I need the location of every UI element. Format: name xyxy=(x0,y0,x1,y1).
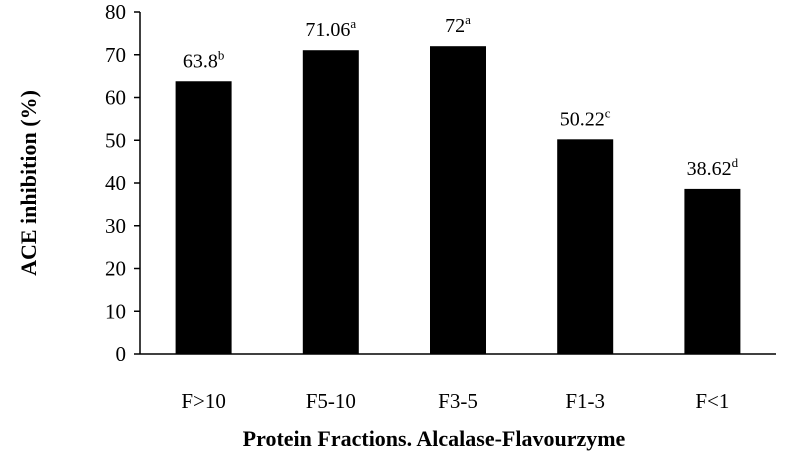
bar-value-label: 71.06a xyxy=(305,16,356,41)
bar-value-label: 63.8b xyxy=(183,47,225,72)
bar-value-text: 63.8 xyxy=(183,50,218,72)
bars xyxy=(175,46,741,354)
y-ticks: 0 10 20 30 40 50 60 70 80 xyxy=(105,0,140,366)
x-tick-label: F3-5 xyxy=(438,389,478,413)
bar-value-label: 50.22c xyxy=(560,105,611,130)
bar-value-label: 38.62d xyxy=(687,155,739,180)
bar-value-text: 50.22 xyxy=(560,108,605,130)
x-tick-label: F5-10 xyxy=(306,389,356,413)
y-tick-label: 30 xyxy=(105,214,126,238)
y-tick-label: 10 xyxy=(105,299,126,323)
bar-value-text: 38.62 xyxy=(687,158,732,180)
significance-letter: c xyxy=(605,105,611,120)
bar xyxy=(175,81,232,354)
y-tick-label: 80 xyxy=(105,0,126,24)
x-tick-label: F1-3 xyxy=(565,389,605,413)
x-tick-label: F>10 xyxy=(181,389,226,413)
bar xyxy=(684,188,741,354)
significance-letter: a xyxy=(350,16,356,31)
y-tick-label: 40 xyxy=(105,171,126,195)
significance-letter: d xyxy=(732,155,739,170)
bar-value-label: 72a xyxy=(445,12,471,37)
y-tick-label: 0 xyxy=(116,342,127,366)
x-tick-labels: F>10 F5-10 F3-5 F1-3 F<1 xyxy=(181,389,729,413)
bar-value-text: 71.06 xyxy=(305,19,350,41)
bar-value-text: 72 xyxy=(445,15,465,37)
significance-letter: a xyxy=(465,12,471,27)
y-axis-title: ACE inhibition (%) xyxy=(16,90,41,276)
bar xyxy=(430,46,486,354)
y-tick-label: 20 xyxy=(105,257,126,281)
bar xyxy=(302,50,359,354)
y-tick-label: 70 xyxy=(105,43,126,67)
significance-letter: b xyxy=(218,47,225,62)
y-tick-label: 60 xyxy=(105,86,126,110)
bar xyxy=(557,139,614,354)
x-tick-label: F<1 xyxy=(695,389,729,413)
y-tick-label: 50 xyxy=(105,128,126,152)
x-axis-title: Protein Fractions. Alcalase-Flavourzyme xyxy=(243,426,626,451)
